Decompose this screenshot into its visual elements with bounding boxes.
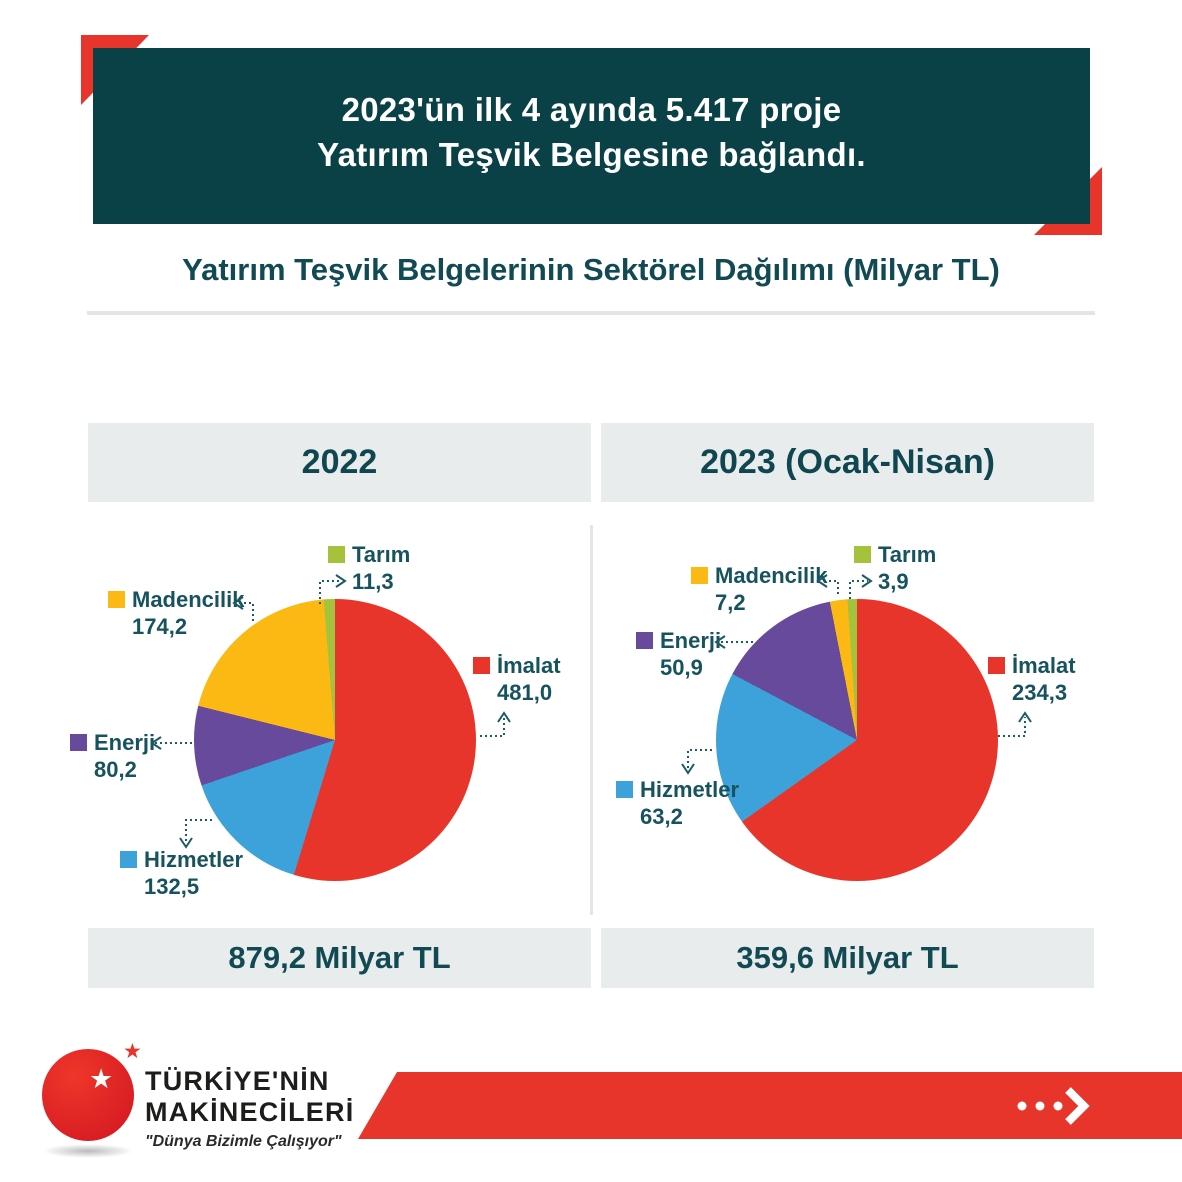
sector-name: Enerji [94,730,156,755]
logo-red-circle [42,1049,134,1141]
tarim-color-swatch [854,546,871,563]
pie-label-enerji-2023: Enerji 50,9 [636,627,721,681]
sector-name: Madencilik [132,587,245,612]
sector-name: Tarım [878,542,937,567]
pie-label-hizmetler-2022: Hizmetler 132,5 [120,846,243,900]
white-star-icon: ★ [89,1064,114,1094]
red-star-icon: ★ [123,1040,142,1063]
vertical-divider [590,525,593,915]
footer-red-band [358,1072,1182,1139]
sector-value: 3,9 [878,569,909,594]
pie-chart-2023 [716,599,998,881]
pie-label-imalat-2022: İmalat 481,0 [473,652,561,706]
pie-label-tarim-2023: Tarım 3,9 [854,541,936,595]
pie-label-imalat-2023: İmalat 234,3 [988,652,1076,706]
sector-value: 234,3 [1012,680,1068,705]
sector-value: 174,2 [132,614,188,639]
enerji-color-swatch [70,734,87,751]
imalat-color-swatch [988,657,1005,674]
tarim-color-swatch [328,546,345,563]
header-banner: 2023'ün ilk 4 ayında 5.417 proje Yatırım… [93,48,1090,224]
chart-title-2023: 2023 (Ocak-Nisan) [601,423,1094,502]
brand-tagline: "Dünya Bizimle Çalışıyor" [145,1133,342,1150]
sector-value: 50,9 [660,655,703,680]
sector-name: Tarım [352,542,411,567]
sector-value: 481,0 [497,680,553,705]
madencilik-color-swatch [108,591,125,608]
total-2022: 879,2 Milyar TL [88,928,591,988]
pie-label-enerji-2022: Enerji 80,2 [70,729,155,783]
hizmetler-color-swatch [616,781,633,798]
madencilik-color-swatch [691,567,708,584]
sector-value: 7,2 [715,590,746,615]
sector-name: İmalat [1012,653,1076,678]
brand-logo: ★ ★ [40,1041,160,1160]
hizmetler-color-swatch [120,851,137,868]
pie-label-tarim-2022: Tarım 11,3 [328,541,410,595]
pie-label-madencilik-2023: Madencilik 7,2 [691,562,827,616]
horizontal-divider [87,311,1095,315]
sector-value: 11,3 [352,569,394,594]
pie-chart-2022 [194,599,476,881]
pie-label-madencilik-2022: Madencilik 174,2 [108,586,244,640]
logo-shadow [42,1144,134,1158]
sector-name: Enerji [660,628,722,653]
sector-name: Hizmetler [144,847,244,872]
header-line-2: Yatırım Teşvik Belgesine bağlandı. [317,136,866,173]
brand-name-line-2: MAKİNECİLERİ [145,1097,355,1127]
sector-name: İmalat [497,653,561,678]
imalat-color-swatch [473,657,490,674]
sector-name: Madencilik [715,563,828,588]
arrow-forward-icon[interactable] [1014,1086,1092,1126]
page-title: Yatırım Teşvik Belgelerinin Sektörel Dağ… [182,252,1000,287]
brand-text: TÜRKİYE'NİN MAKİNECİLERİ "Dünya Bizimle … [145,1066,354,1151]
sector-value: 132,5 [144,874,200,899]
header-line-1: 2023'ün ilk 4 ayında 5.417 proje [341,91,842,128]
sector-name: Hizmetler [640,777,740,802]
total-2023: 359,6 Milyar TL [601,928,1094,988]
sector-value: 63,2 [640,804,683,829]
chart-title-2022: 2022 [88,423,591,502]
brand-name-line-1: TÜRKİYE'NİN [145,1066,330,1096]
enerji-color-swatch [636,632,653,649]
pie-label-hizmetler-2023: Hizmetler 63,2 [616,776,739,830]
sector-value: 80,2 [94,757,137,782]
